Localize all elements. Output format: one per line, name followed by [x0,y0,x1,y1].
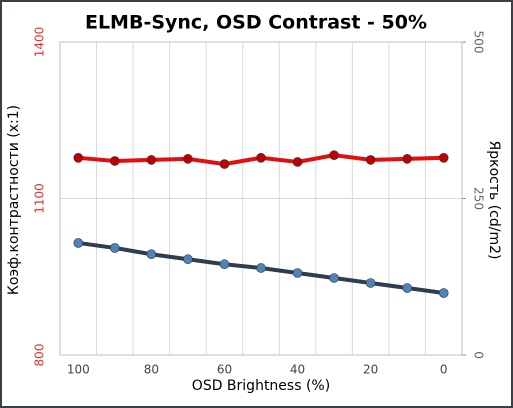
x-tick-label: 60 [217,363,232,377]
x-tick-label: 100 [67,363,90,377]
y2-tick-label: 0 [472,351,486,359]
point [110,243,120,253]
point [219,259,230,270]
x-axis-label: OSD Brightness (%) [192,378,330,394]
point [256,263,266,273]
x-tick-label: 20 [363,363,378,377]
point [329,273,339,283]
x-tick-label: 0 [440,363,448,377]
point [329,150,339,161]
chart-title: ELMB-Sync, OSD Contrast - 50% [85,12,427,34]
point [438,153,449,163]
y-tick-label: 800 [33,344,47,367]
point [256,153,266,163]
point [402,283,412,293]
x-tick-label: 80 [144,363,159,377]
point [183,254,193,265]
point [292,157,303,167]
point [183,154,193,164]
point [365,155,376,165]
y-tick-label: 1100 [33,183,47,214]
point [146,249,157,260]
point [73,238,84,248]
x-tick-label: 40 [290,363,305,377]
y2-tick-label: 250 [472,187,486,210]
y2-tick-label: 500 [472,31,486,54]
y-tick-label: 1400 [33,27,47,58]
point [402,154,412,164]
y-axis-label: Коэф.контрастности (x:1) [6,105,22,295]
point [365,278,376,288]
point [219,159,230,169]
point [73,153,84,163]
y2-axis-label: Яркость (cd/m2) [486,141,502,260]
point [292,268,303,278]
point [146,155,157,165]
plot-border [59,41,463,356]
point [110,156,120,166]
point [438,288,449,298]
